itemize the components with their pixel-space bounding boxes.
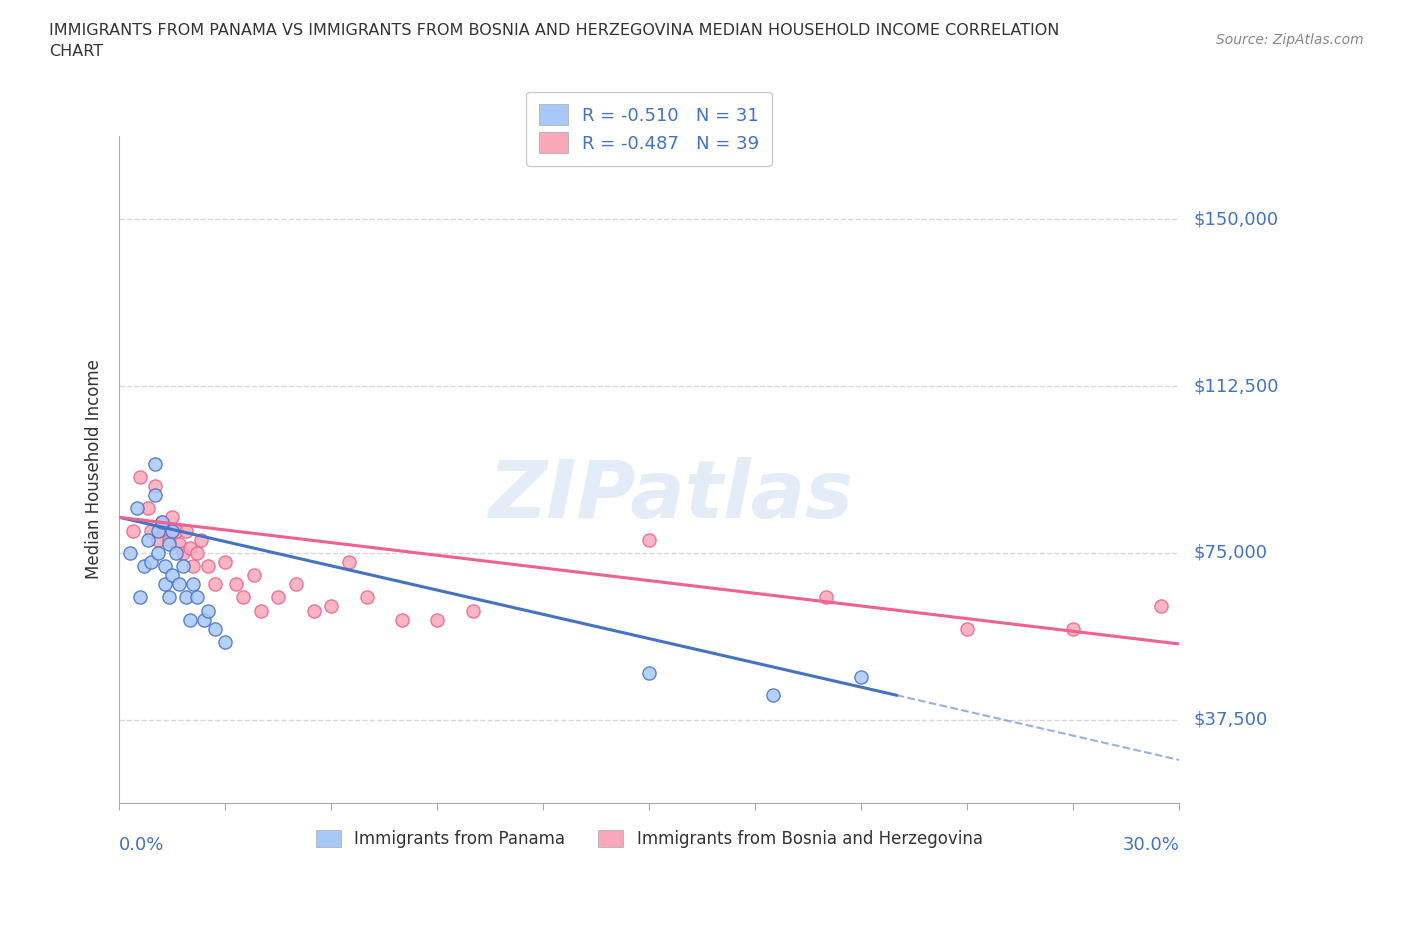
Point bbox=[143, 457, 166, 472]
Point bbox=[136, 532, 159, 547]
Point bbox=[179, 541, 201, 556]
Point bbox=[153, 577, 176, 591]
Point bbox=[302, 604, 325, 618]
Point bbox=[146, 546, 169, 561]
Point bbox=[165, 546, 187, 561]
Point bbox=[157, 532, 180, 547]
Point bbox=[143, 479, 166, 494]
Point bbox=[146, 532, 169, 547]
Point bbox=[267, 590, 290, 604]
Point bbox=[391, 612, 413, 627]
Point bbox=[169, 577, 191, 591]
Point bbox=[232, 590, 254, 604]
Point bbox=[136, 501, 159, 516]
Point bbox=[225, 577, 247, 591]
Point bbox=[150, 514, 173, 529]
Point bbox=[122, 524, 145, 538]
Point bbox=[146, 524, 169, 538]
Point bbox=[125, 501, 148, 516]
Point bbox=[153, 524, 176, 538]
Text: 30.0%: 30.0% bbox=[1122, 836, 1180, 855]
Point bbox=[426, 612, 449, 627]
Point bbox=[204, 621, 226, 636]
Point bbox=[214, 554, 236, 569]
Legend: Immigrants from Panama, Immigrants from Bosnia and Herzegovina: Immigrants from Panama, Immigrants from … bbox=[309, 823, 990, 855]
Point bbox=[242, 567, 264, 582]
Point bbox=[129, 590, 152, 604]
Text: IMMIGRANTS FROM PANAMA VS IMMIGRANTS FROM BOSNIA AND HERZEGOVINA MEDIAN HOUSEHOL: IMMIGRANTS FROM PANAMA VS IMMIGRANTS FRO… bbox=[49, 23, 1060, 60]
Point bbox=[150, 514, 173, 529]
Point bbox=[172, 559, 194, 574]
Text: $75,000: $75,000 bbox=[1194, 544, 1267, 562]
Point bbox=[193, 612, 215, 627]
Point bbox=[183, 577, 205, 591]
Point bbox=[186, 590, 208, 604]
Point bbox=[638, 666, 661, 681]
Y-axis label: Median Household Income: Median Household Income bbox=[86, 360, 103, 579]
Point bbox=[129, 470, 152, 485]
Point bbox=[190, 532, 212, 547]
Point bbox=[356, 590, 378, 604]
Point bbox=[186, 546, 208, 561]
Point bbox=[132, 559, 155, 574]
Text: $37,500: $37,500 bbox=[1194, 711, 1267, 729]
Point bbox=[214, 634, 236, 649]
Text: $150,000: $150,000 bbox=[1194, 210, 1278, 228]
Point bbox=[153, 559, 176, 574]
Point bbox=[139, 524, 162, 538]
Text: Source: ZipAtlas.com: Source: ZipAtlas.com bbox=[1216, 33, 1364, 46]
Point bbox=[165, 524, 187, 538]
Point bbox=[321, 599, 343, 614]
Text: $112,500: $112,500 bbox=[1194, 377, 1278, 395]
Point bbox=[157, 590, 180, 604]
Point bbox=[284, 577, 307, 591]
Text: 0.0%: 0.0% bbox=[120, 836, 165, 855]
Point bbox=[143, 487, 166, 502]
Text: ZIPatlas: ZIPatlas bbox=[488, 458, 853, 535]
Point bbox=[249, 604, 271, 618]
Point bbox=[1150, 599, 1173, 614]
Point bbox=[169, 537, 191, 551]
Point bbox=[162, 510, 184, 525]
Point bbox=[179, 612, 201, 627]
Point bbox=[172, 546, 194, 561]
Point bbox=[461, 604, 484, 618]
Point bbox=[139, 554, 162, 569]
Point bbox=[118, 546, 141, 561]
Point bbox=[1062, 621, 1084, 636]
Point bbox=[849, 670, 872, 684]
Point bbox=[157, 537, 180, 551]
Point bbox=[183, 559, 205, 574]
Point bbox=[176, 590, 198, 604]
Point bbox=[162, 524, 184, 538]
Point bbox=[956, 621, 979, 636]
Point bbox=[762, 688, 785, 703]
Point bbox=[176, 524, 198, 538]
Point bbox=[814, 590, 837, 604]
Point bbox=[197, 604, 219, 618]
Point bbox=[337, 554, 360, 569]
Point bbox=[204, 577, 226, 591]
Point bbox=[638, 532, 661, 547]
Point bbox=[197, 559, 219, 574]
Point bbox=[162, 567, 184, 582]
